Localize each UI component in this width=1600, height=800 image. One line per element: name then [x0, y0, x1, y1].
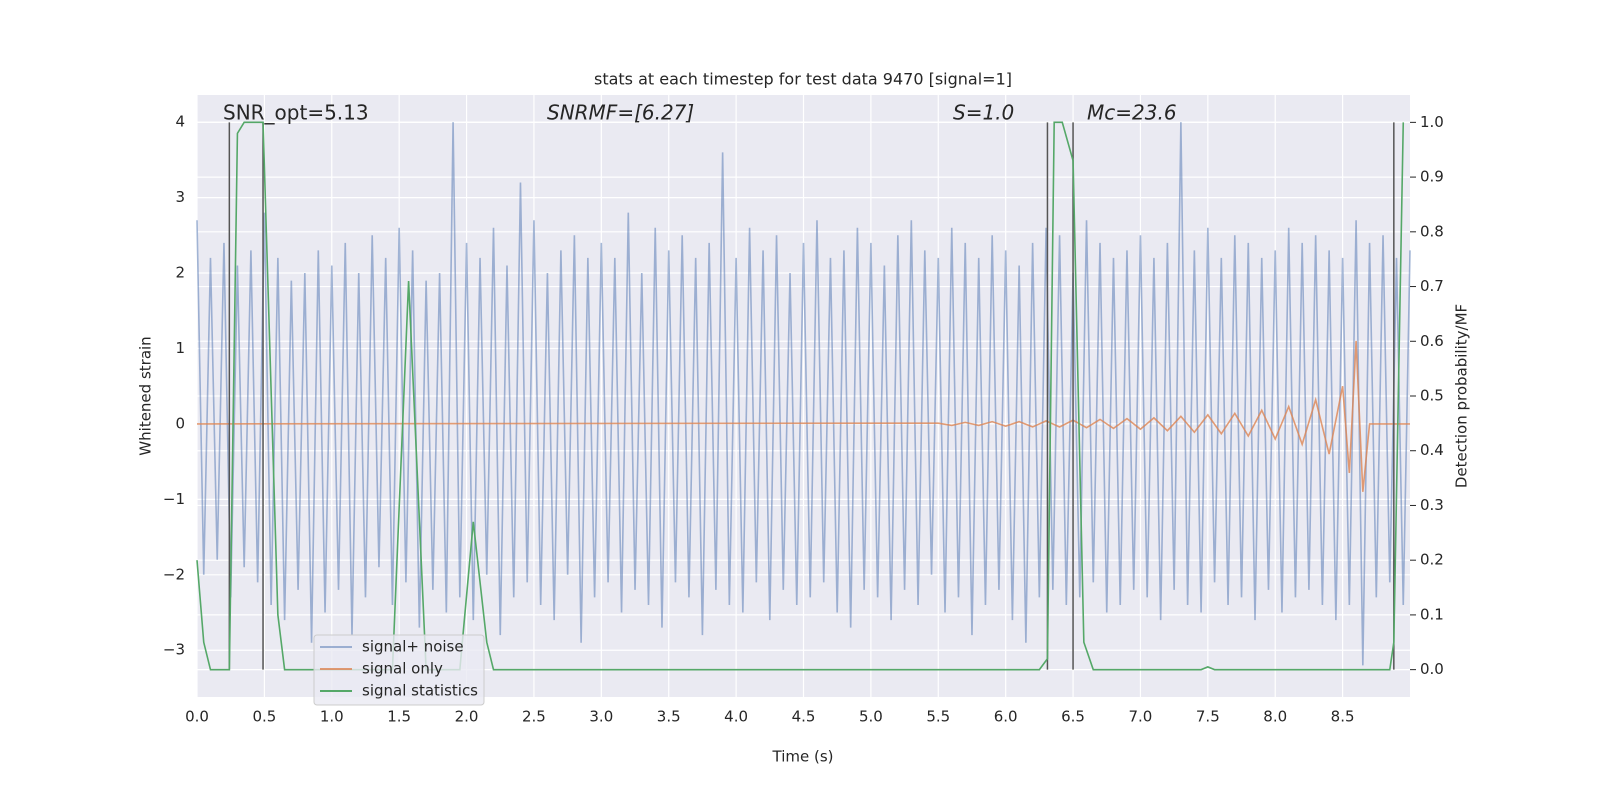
- y-tick-label: 1: [175, 339, 185, 357]
- annotation: SNRMF=[6.27]: [547, 101, 694, 125]
- axes: 0.0 0.5 1.0 1.5 2.0 2.5 3.0 3.5 4.0 4.5 5.0 5.5 6.0 6…: [163, 113, 1444, 726]
- legend: signal+ noise signal only signal statistic…: [313, 634, 485, 706]
- legend-box: [313, 634, 485, 706]
- x-tick-label: 8.5: [1331, 708, 1355, 726]
- x-tick-label: 4.5: [792, 708, 816, 726]
- y2-tick-label: 0.9: [1420, 168, 1444, 186]
- series-line: [196, 122, 1411, 666]
- x-tick-label: 5.0: [859, 708, 883, 726]
- series-line: [196, 340, 1410, 492]
- y2-tick-label: 0.8: [1420, 222, 1444, 240]
- y2-tick-label: 0.0: [1420, 660, 1444, 678]
- y-tick-label: −3: [163, 641, 185, 659]
- x-tick-label: 6.5: [1061, 708, 1085, 726]
- x-tick-label: 0.5: [252, 708, 276, 726]
- x-tick-label: 4.0: [724, 708, 748, 726]
- x-tick-label: 3.0: [589, 708, 613, 726]
- x-tick-label: 8.0: [1263, 708, 1287, 726]
- chart-title: stats at each timestep for test data 947…: [594, 70, 1012, 89]
- y-tick-label: −1: [163, 490, 185, 508]
- y2-tick-label: 0.2: [1420, 551, 1444, 569]
- y-axis-label: Whitened strain: [137, 336, 155, 455]
- legend-label: signal only: [362, 660, 443, 678]
- y2-axis-label: Detection probability/MF: [1453, 304, 1471, 488]
- y-tick-label: 2: [175, 264, 185, 282]
- x-tick-label: 7.0: [1129, 708, 1153, 726]
- y2-tick-label: 0.4: [1420, 441, 1444, 459]
- y2-tick-label: 0.6: [1420, 332, 1444, 350]
- y2-tick-label: 0.1: [1420, 605, 1444, 623]
- annotation: SNR_opt=5.13: [223, 101, 369, 125]
- y-tick-label: −2: [163, 565, 185, 583]
- x-tick-label: 1.5: [387, 708, 411, 726]
- annotation: Mc=23.6: [1087, 101, 1177, 125]
- x-tick-label: 2.5: [522, 708, 546, 726]
- x-tick-label: 2.0: [455, 708, 479, 726]
- x-tick-label: 3.5: [657, 708, 681, 726]
- x-tick-label: 6.0: [994, 708, 1018, 726]
- annotation: S=1.0: [953, 101, 1014, 125]
- marks: [196, 121, 1411, 671]
- x-tick-label: 0.0: [185, 708, 209, 726]
- x-tick-label: 7.5: [1196, 708, 1220, 726]
- y2-tick-label: 0.3: [1420, 496, 1444, 514]
- y-tick-label: 4: [175, 113, 185, 131]
- y-tick-label: 0: [175, 414, 185, 432]
- series-line: [196, 121, 1405, 671]
- legend-label: signal statistics: [362, 682, 478, 700]
- x-axis-label: Time (s): [772, 748, 834, 766]
- y2-tick-label: 0.7: [1420, 277, 1444, 295]
- y-tick-label: 3: [175, 188, 185, 206]
- y2-tick-label: 0.5: [1420, 387, 1444, 405]
- y2-tick-label: 1.0: [1420, 113, 1444, 131]
- legend-label: signal+ noise: [362, 638, 464, 656]
- x-tick-label: 5.5: [926, 708, 950, 726]
- x-tick-label: 1.0: [320, 708, 344, 726]
